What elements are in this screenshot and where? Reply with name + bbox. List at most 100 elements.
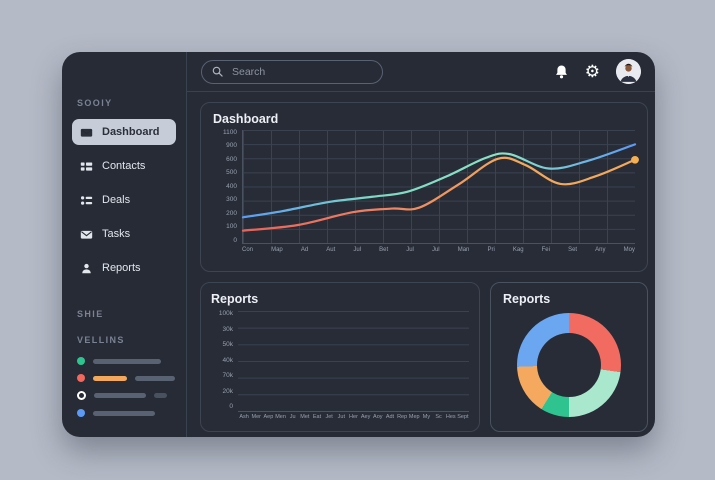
bar-chart-x-axis: Ash Mer Aep Men Ju Met Eat Jet Jut Her Aey Aoy Adt Re… — [238, 414, 469, 420]
donut-panel-title: Reports — [503, 292, 551, 306]
sidebar-legend-row — [62, 357, 186, 365]
donut-hole — [537, 333, 601, 397]
line-chart-x-axis: Con Map Ad Aut Jul Bet Jul Jul Man Pri Kag Fei Set An… — [242, 247, 635, 253]
x-axis-tick: Her — [349, 414, 358, 420]
sidebar-item-reports[interactable]: Reports — [72, 255, 176, 281]
y-axis-tick: 600 — [226, 155, 237, 163]
x-axis-tick: Kag — [512, 247, 524, 253]
topbar: ⚙ — [187, 52, 655, 92]
x-axis-tick: Ash — [239, 414, 249, 420]
legend-skeleton-bar — [93, 410, 155, 416]
legend-skeleton-bar — [93, 358, 161, 364]
line-chart — [241, 143, 639, 232]
avatar[interactable] — [616, 59, 641, 84]
x-axis-tick: Set — [568, 247, 578, 253]
legend-skeleton-bar — [154, 393, 167, 398]
legend-dot-icon — [77, 357, 85, 365]
x-axis-tick: Con — [242, 247, 254, 253]
x-axis-tick: Mep — [408, 414, 420, 420]
y-axis-tick: 400 — [226, 182, 237, 190]
bar-chart-panel: Reports 100k 30k 50k 40k 70k 20k 0 Ash Mer Aep Me… — [200, 282, 480, 432]
sidebar-legend-row — [62, 391, 186, 400]
legend-dot-icon — [77, 391, 86, 400]
list-icon — [80, 160, 93, 173]
y-axis-tick: 1100 — [223, 129, 237, 136]
search-input[interactable] — [230, 64, 372, 79]
x-axis-tick: Mer — [251, 414, 261, 420]
x-axis-tick: Man — [457, 247, 470, 253]
gear-icon[interactable]: ⚙ — [584, 62, 600, 81]
legend-skeleton-bar — [94, 393, 146, 398]
search-box[interactable] — [201, 59, 383, 84]
x-axis-tick: Men — [275, 414, 286, 420]
legend-dot-icon — [77, 409, 85, 417]
y-axis-tick: 0 — [233, 236, 237, 244]
x-axis-tick: Aoy — [373, 414, 383, 420]
sidebar-legend — [62, 357, 186, 417]
line-chart-plot — [241, 130, 639, 244]
sidebar-legend-row — [62, 374, 186, 382]
x-axis-tick: Jul — [431, 247, 440, 253]
x-axis-tick: Bet — [379, 247, 389, 253]
x-axis-tick: Any — [595, 247, 606, 253]
sidebar-item-contacts[interactable]: Contacts — [72, 153, 176, 179]
x-axis-tick: Adt — [385, 414, 395, 420]
y-axis-tick: 200 — [226, 209, 237, 217]
y-axis-tick: 900 — [226, 142, 237, 150]
x-axis-tick: Eat — [312, 414, 322, 420]
teal-blue-series — [241, 143, 637, 219]
x-axis-tick: Ad — [300, 247, 309, 253]
person-icon — [80, 262, 93, 275]
series-end-dot — [631, 155, 639, 164]
x-axis-tick: Aey — [360, 414, 371, 420]
donut-chart-panel: Reports — [490, 282, 648, 432]
x-axis-tick: Aep — [263, 414, 274, 420]
y-axis-tick: 100 — [226, 223, 237, 231]
line-chart-y-axis: 1100 900 600 500 400 300 200 100 0 — [213, 129, 242, 244]
sidebar-section-label-bottom: VELLINS — [77, 335, 125, 345]
legend-skeleton-bar — [135, 375, 175, 381]
x-axis-tick: Jul — [353, 247, 362, 253]
y-axis-tick: 0 — [229, 403, 233, 411]
app-window: SOOIY Dashboard Contacts Deals Tasks Reports… — [62, 52, 655, 437]
topbar-icons: ⚙ — [554, 59, 641, 84]
x-axis-tick: Map — [271, 247, 283, 253]
x-axis-tick: Aut — [326, 247, 336, 253]
x-axis-tick: Moy — [623, 247, 635, 253]
sidebar-item-label: Dashboard — [102, 126, 160, 138]
red-orange-series — [241, 156, 637, 232]
bell-icon[interactable] — [554, 64, 569, 80]
x-axis-tick: Hes — [445, 414, 456, 420]
y-axis-tick: 40k — [222, 356, 233, 364]
x-axis-tick: My — [422, 414, 431, 420]
sidebar-item-label: Deals — [102, 194, 131, 206]
x-axis-tick: Sept — [457, 414, 469, 420]
sidebar-item-deals[interactable]: Deals — [72, 187, 176, 213]
y-axis-tick: 500 — [226, 169, 237, 177]
x-axis-tick: Rep — [397, 414, 408, 420]
sidebar-section-label-top: SOOIY — [77, 98, 113, 108]
sidebar-legend-row — [62, 409, 186, 417]
y-axis-tick: 70k — [222, 372, 233, 380]
sidebar-nav: Dashboard Contacts Deals Tasks Reports — [62, 119, 186, 281]
envelope-icon — [80, 126, 93, 139]
envelope-icon — [80, 228, 93, 241]
y-axis-tick: 100k — [218, 310, 233, 317]
sidebar-item-dashboard[interactable]: Dashboard — [72, 119, 176, 145]
legend-dot-icon — [77, 374, 85, 382]
bar-panel-title: Reports — [211, 292, 259, 306]
bar-chart — [238, 311, 469, 412]
x-axis-tick: Met — [300, 414, 310, 420]
sidebar: SOOIY Dashboard Contacts Deals Tasks Reports… — [62, 52, 187, 437]
sidebar-item-label: Reports — [102, 262, 141, 274]
y-axis-tick: 30k — [222, 325, 233, 333]
bar-chart-y-axis: 100k 30k 50k 40k 70k 20k 0 — [211, 310, 238, 411]
people-icon — [80, 194, 93, 207]
dashboard-panel-title: Dashboard — [213, 112, 279, 126]
sidebar-item-tasks[interactable]: Tasks — [72, 221, 176, 247]
x-axis-tick: Sc — [435, 414, 442, 420]
donut-chart — [517, 313, 621, 417]
legend-skeleton-bar — [93, 375, 127, 381]
y-axis-tick: 20k — [222, 387, 233, 395]
